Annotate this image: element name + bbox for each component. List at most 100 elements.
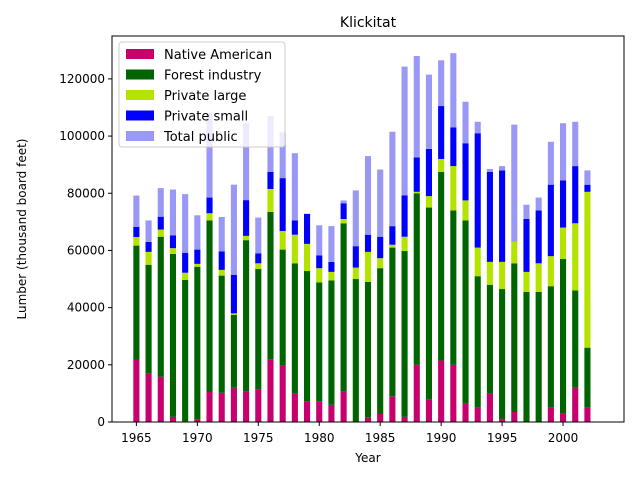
bar-1971-series-2 xyxy=(206,213,213,221)
bar-1987-series-3 xyxy=(401,195,408,237)
bar-1980-series-3 xyxy=(316,255,323,269)
bar-1978-series-0 xyxy=(291,393,298,422)
bar-1972-series-0 xyxy=(218,392,225,422)
y-tick-label: 40000 xyxy=(67,301,105,315)
bar-1978-series-2 xyxy=(291,234,298,264)
bar-1970-series-2 xyxy=(194,263,201,267)
y-tick-label: 100000 xyxy=(59,129,105,143)
bar-1975-series-1 xyxy=(255,269,262,390)
bar-1983-series-3 xyxy=(352,246,359,268)
bar-1974-series-0 xyxy=(243,391,250,422)
bar-2000-series-1 xyxy=(560,259,567,414)
bar-1981-series-3 xyxy=(328,261,335,272)
legend-box xyxy=(118,41,286,148)
bar-1996-series-1 xyxy=(511,263,518,412)
bar-1995-series-1 xyxy=(499,289,506,420)
bar-1972-series-4 xyxy=(218,216,225,252)
bar-2002-series-2 xyxy=(584,191,591,348)
bar-2002-series-1 xyxy=(584,347,591,408)
bar-1996-series-4 xyxy=(511,124,518,242)
bar-1998-series-4 xyxy=(535,197,542,211)
bar-1968-series-1 xyxy=(169,253,176,417)
bar-1999-series-1 xyxy=(547,286,554,408)
bar-1992-series-3 xyxy=(462,143,469,201)
bar-1965-series-4 xyxy=(133,195,140,227)
bar-1972-series-2 xyxy=(218,269,225,276)
bar-1990-series-1 xyxy=(438,171,445,361)
x-tick-label: 1985 xyxy=(365,431,396,445)
y-tick-label: 0 xyxy=(97,415,105,429)
bar-1989-series-4 xyxy=(425,74,432,149)
y-tick-label: 120000 xyxy=(59,72,105,86)
bar-1973-series-4 xyxy=(230,184,237,275)
bar-2002-series-0 xyxy=(584,407,591,422)
bar-1980-series-0 xyxy=(316,401,323,422)
axes-layer: 1965 1970 1975 1980 1985 1990 1995 200002000040… xyxy=(59,35,625,445)
legend-label-0: Native American xyxy=(164,48,272,63)
bar-1994-series-0 xyxy=(486,393,493,422)
bar-1978-series-3 xyxy=(291,220,298,235)
x-tick-label: 2000 xyxy=(548,431,579,445)
bar-1968-series-4 xyxy=(169,189,176,236)
bar-1972-series-1 xyxy=(218,275,225,393)
bar-1965-series-0 xyxy=(133,359,140,422)
x-tick-label: 1965 xyxy=(121,431,152,445)
bar-1993-series-0 xyxy=(474,407,481,422)
y-tick-label: 20000 xyxy=(67,358,105,372)
legend: Native American Forest industry Private la… xyxy=(118,41,286,148)
bar-1995-series-4 xyxy=(499,166,506,171)
bar-1965-series-3 xyxy=(133,227,140,238)
legend-swatch-1 xyxy=(126,69,154,80)
bar-1997-series-3 xyxy=(523,218,530,272)
bar-1970-series-1 xyxy=(194,266,201,420)
bar-1985-series-3 xyxy=(377,236,384,259)
bar-1970-series-0 xyxy=(194,419,201,422)
bar-1986-series-3 xyxy=(389,226,396,245)
bar-1980-series-4 xyxy=(316,225,323,256)
bar-1982-series-4 xyxy=(340,200,347,204)
y-tick-label: 80000 xyxy=(67,186,105,200)
bar-1976-series-3 xyxy=(267,171,274,189)
bar-1982-series-1 xyxy=(340,223,347,392)
bar-1992-series-2 xyxy=(462,200,469,221)
bar-1974-series-1 xyxy=(243,240,250,392)
bar-1999-series-3 xyxy=(547,184,554,257)
plot-frame xyxy=(111,35,625,423)
bar-1994-series-4 xyxy=(486,168,493,172)
x-tick-label: 1970 xyxy=(182,431,213,445)
bar-1986-series-4 xyxy=(389,131,396,227)
bar-2001-series-2 xyxy=(572,223,579,291)
bar-1984-series-0 xyxy=(364,417,372,422)
bar-1974-series-2 xyxy=(243,235,250,241)
bar-1998-series-2 xyxy=(535,263,542,292)
x-tick-label: 1995 xyxy=(487,431,518,445)
bar-1994-series-3 xyxy=(486,171,493,262)
bar-1996-series-2 xyxy=(511,241,518,264)
bar-1973-series-1 xyxy=(230,314,237,388)
bar-1977-series-1 xyxy=(279,249,286,366)
bar-1972-series-3 xyxy=(218,251,225,270)
legend-swatch-3 xyxy=(126,110,154,121)
bar-1985-series-2 xyxy=(377,258,384,269)
bar-1965-series-1 xyxy=(133,245,140,360)
bar-1992-series-4 xyxy=(462,101,469,144)
bar-1994-series-2 xyxy=(486,261,493,285)
bar-1989-series-0 xyxy=(425,399,432,422)
y-tick-label: 60000 xyxy=(67,243,105,257)
bar-1999-series-4 xyxy=(547,141,554,185)
bar-1984-series-4 xyxy=(364,156,372,235)
bar-1985-series-0 xyxy=(377,413,384,422)
bar-1993-series-1 xyxy=(474,276,481,408)
bar-1981-series-4 xyxy=(328,226,335,262)
bar-1995-series-3 xyxy=(499,170,506,262)
bar-1992-series-0 xyxy=(462,403,469,422)
bar-1990-series-2 xyxy=(438,158,445,172)
bar-1998-series-3 xyxy=(535,210,542,264)
bar-1971-series-0 xyxy=(206,391,213,422)
legend-label-2: Private large xyxy=(164,89,246,104)
bar-1973-series-2 xyxy=(230,313,237,315)
bar-1974-series-4 xyxy=(243,122,250,201)
bar-1997-series-1 xyxy=(523,291,530,422)
bar-1966-series-4 xyxy=(145,220,152,242)
bar-1995-series-0 xyxy=(499,419,506,422)
